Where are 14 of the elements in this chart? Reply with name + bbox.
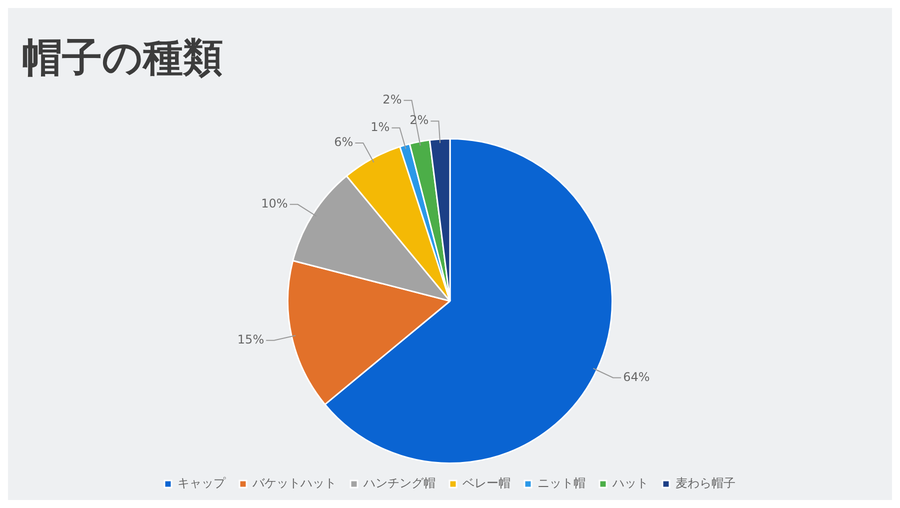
legend-label: キャップ: [178, 476, 226, 490]
legend-label: ニット帽: [538, 476, 586, 490]
data-label: 15%: [237, 332, 264, 346]
data-label: 6%: [334, 135, 354, 150]
data-label: 2%: [382, 92, 402, 106]
legend-label: ハンチング帽: [362, 476, 436, 490]
chart-title: 帽子の種類: [22, 34, 223, 83]
legend-label: 麦わら帽子: [676, 476, 736, 490]
data-label: 1%: [370, 120, 390, 134]
data-label: 64%: [623, 370, 650, 384]
legend-label: ベレー帽: [462, 476, 510, 490]
legend-label: ハット: [612, 476, 648, 490]
data-label: 10%: [261, 196, 288, 211]
legend-label: バケットハット: [252, 476, 336, 490]
